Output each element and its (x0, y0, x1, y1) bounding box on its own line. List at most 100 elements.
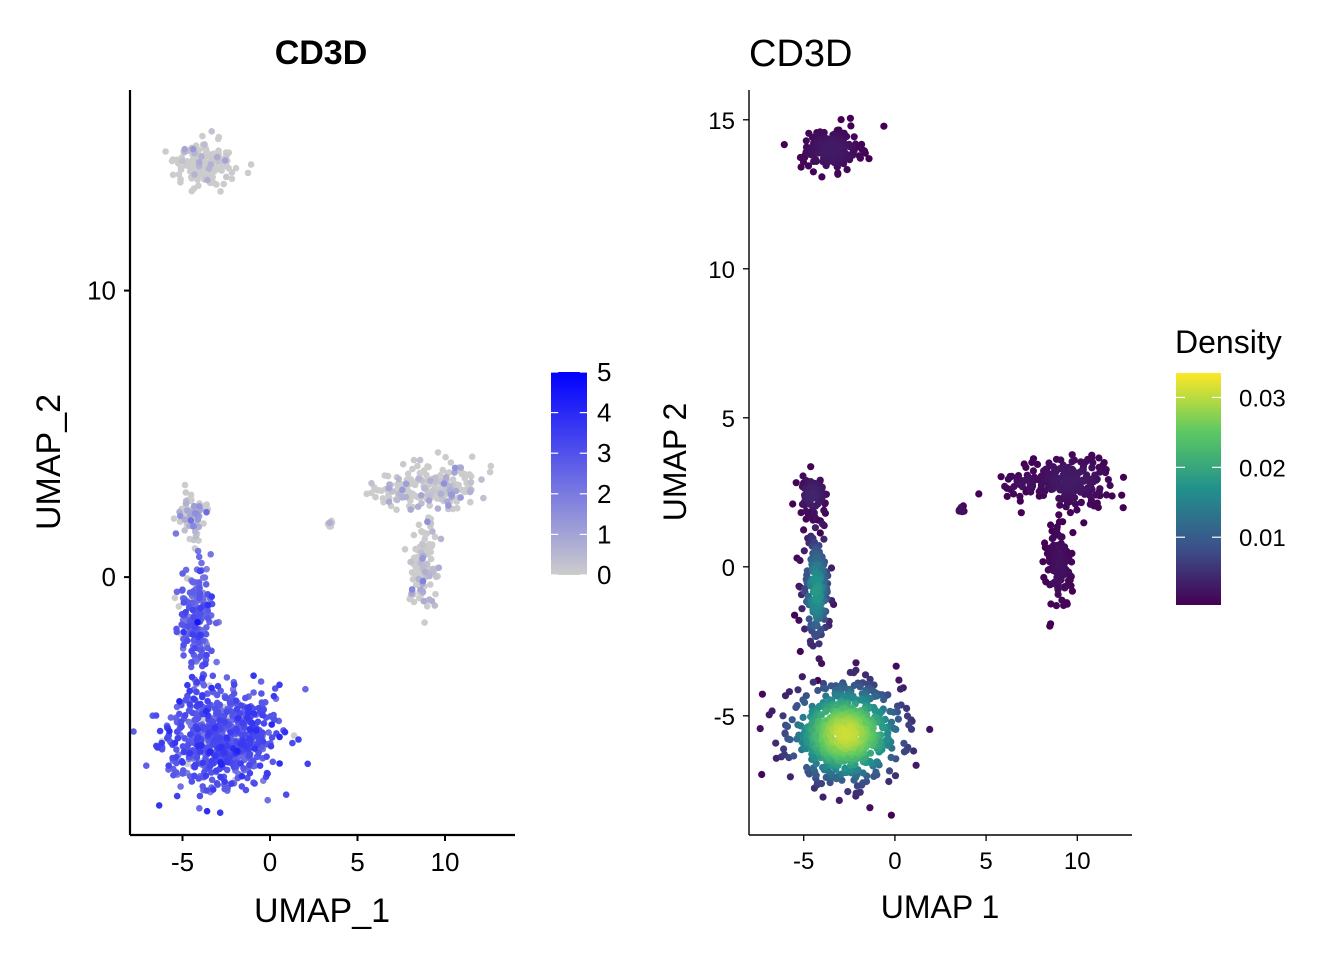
left-colorbar: 0 1 2 3 4 5 (551, 357, 611, 590)
right-data-point (1071, 500, 1080, 508)
left-data-point (227, 729, 234, 736)
left-data-point (237, 740, 245, 748)
left-data-point (393, 506, 400, 513)
right-data-point (800, 547, 808, 555)
left-data-point (203, 565, 210, 573)
right-data-point (1026, 480, 1034, 489)
right-data-point (1073, 506, 1081, 514)
right-data-point (817, 780, 826, 788)
left-data-point (199, 692, 206, 699)
right-y-ticks: -5 0 5 10 15 (708, 108, 749, 731)
left-data-point (425, 497, 433, 504)
left-data-point (302, 685, 309, 693)
right-data-point (842, 729, 850, 738)
left-data-point (195, 701, 203, 708)
left-data-point (402, 480, 410, 488)
left-data-point (212, 767, 220, 774)
left-data-point (195, 579, 203, 586)
left-data-point (174, 734, 182, 742)
left-data-point (417, 586, 424, 593)
right-data-point (802, 507, 810, 515)
right-data-point (822, 773, 830, 782)
left-data-point (232, 697, 240, 704)
left-data-point (212, 752, 219, 760)
left-data-point (184, 623, 191, 630)
left-data-point (245, 704, 253, 711)
left-data-point (223, 734, 230, 741)
right-data-point (1096, 485, 1104, 493)
left-data-point (487, 462, 495, 470)
left-data-point (209, 672, 217, 680)
left-data-point (199, 783, 206, 790)
left-data-point (172, 530, 180, 537)
left-data-point (212, 736, 219, 744)
left-data-point (238, 732, 246, 739)
right-data-point (779, 712, 787, 720)
left-data-point (246, 751, 254, 758)
left-colorbar-ticks: 0 1 2 3 4 5 (551, 357, 611, 590)
left-data-point (189, 709, 196, 717)
left-data-point (407, 506, 415, 513)
right-data-point (865, 155, 873, 163)
right-data-point (1055, 511, 1063, 519)
right-x-tick-label: -5 (793, 848, 814, 875)
left-data-point (290, 732, 298, 739)
left-data-point (408, 493, 415, 501)
left-data-point (194, 742, 202, 750)
left-data-point (439, 466, 447, 474)
left-data-point (209, 786, 217, 793)
left-data-point (178, 587, 186, 594)
right-colorbar-tick-label: 0.03 (1239, 385, 1286, 412)
left-data-point (177, 166, 185, 173)
right-title: CD3D (749, 33, 852, 75)
right-data-point (1039, 558, 1047, 566)
left-data-point (427, 548, 435, 556)
right-data-point (802, 137, 810, 145)
left-data-point (190, 613, 197, 621)
left-data-point (162, 148, 169, 155)
right-data-point (850, 681, 858, 690)
left-data-point (251, 780, 258, 787)
right-data-point (815, 640, 823, 648)
left-data-point (426, 492, 434, 500)
left-data-point (240, 765, 247, 772)
right-x-ticks: -5 0 5 10 (793, 835, 1091, 875)
left-data-point (420, 597, 428, 605)
right-data-point (1056, 501, 1064, 509)
right-y-tick-label: 10 (708, 257, 735, 284)
left-data-point (244, 714, 251, 721)
right-y-tick-label: -5 (714, 704, 735, 731)
right-data-point (794, 686, 802, 694)
left-data-point (189, 631, 197, 638)
left-data-point (402, 493, 410, 501)
right-x-tick-label: 5 (979, 848, 992, 875)
left-data-point (431, 474, 439, 482)
left-data-point (258, 699, 266, 706)
right-data-point (1054, 561, 1063, 570)
left-data-point (442, 453, 449, 461)
left-data-point (178, 723, 185, 730)
left-data-point (179, 570, 186, 577)
left-data-point (263, 753, 270, 760)
left-data-point (214, 135, 222, 143)
right-data-point (809, 678, 817, 686)
right-x-axis-label: UMAP 1 (881, 889, 1000, 925)
right-data-point (1056, 533, 1064, 541)
left-data-point (221, 778, 228, 785)
left-data-point (232, 164, 240, 172)
right-data-point (1077, 498, 1085, 506)
left-data-point (195, 159, 203, 166)
right-data-point (1004, 475, 1013, 483)
left-data-point (404, 470, 412, 478)
left-data-point (208, 776, 216, 784)
right-data-point (896, 685, 905, 693)
left-data-point (181, 527, 188, 534)
left-data-point (419, 555, 426, 562)
right-colorbar-tick-label: 0.02 (1239, 455, 1286, 482)
left-data-point (143, 762, 150, 769)
left-data-point (269, 758, 277, 766)
left-data-point (238, 773, 246, 780)
right-data-point (905, 721, 913, 729)
left-data-point (188, 659, 195, 666)
right-y-tick-label: 15 (708, 108, 735, 135)
